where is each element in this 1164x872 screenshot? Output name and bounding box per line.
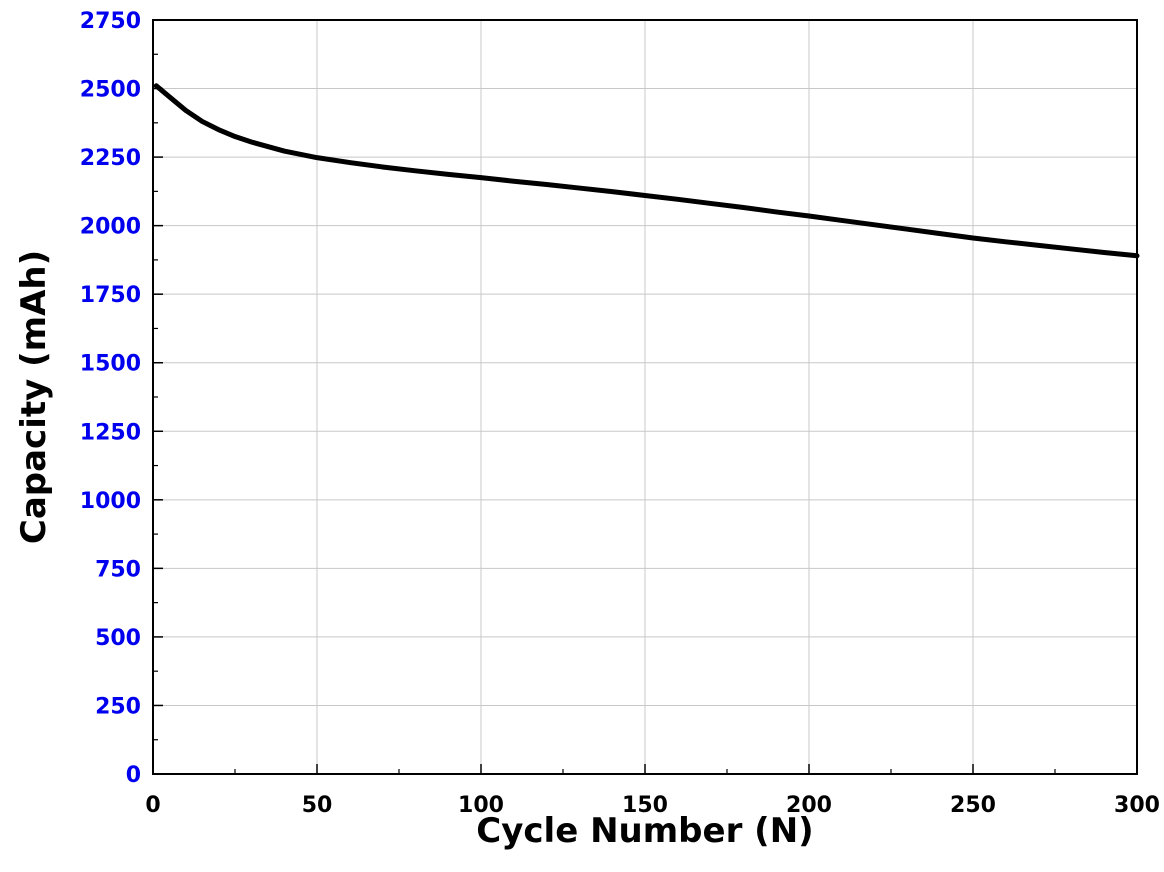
x-tick-label: 200: [786, 793, 832, 818]
x-tick-label: 100: [458, 793, 504, 818]
x-tick-label: 0: [145, 793, 160, 818]
y-tick-label: 250: [95, 694, 141, 719]
y-tick-label: 2000: [80, 215, 141, 240]
axis-ticks: [152, 19, 1138, 775]
y-tick-label: 1500: [80, 352, 141, 377]
x-tick-label: 250: [950, 793, 996, 818]
y-tick-label: 2750: [80, 9, 141, 34]
y-axis-title: Capacity (mAh): [14, 250, 54, 544]
x-tick-label: 300: [1114, 793, 1160, 818]
x-axis-title: Cycle Number (N): [476, 811, 813, 851]
y-tick-label: 1750: [80, 283, 141, 308]
x-tick-label: 150: [622, 793, 668, 818]
grid: [153, 20, 1137, 774]
capacity-series-line: [153, 83, 1140, 259]
y-tick-label: 2500: [80, 78, 141, 103]
y-tick-label: 500: [95, 626, 141, 651]
y-tick-label: 750: [95, 557, 141, 582]
y-tick-label: 2250: [80, 146, 141, 171]
y-tick-label: 0: [126, 763, 141, 788]
x-tick-label: 50: [302, 793, 333, 818]
y-tick-label: 1000: [80, 489, 141, 514]
x-tick-labels: 0 50 100 150 200 250 300: [145, 793, 1160, 818]
y-tick-label: 1250: [80, 420, 141, 445]
y-tick-labels: 0 250 500 750 1000 1250 1500 1750 2000 2250 2500 27…: [80, 9, 141, 788]
